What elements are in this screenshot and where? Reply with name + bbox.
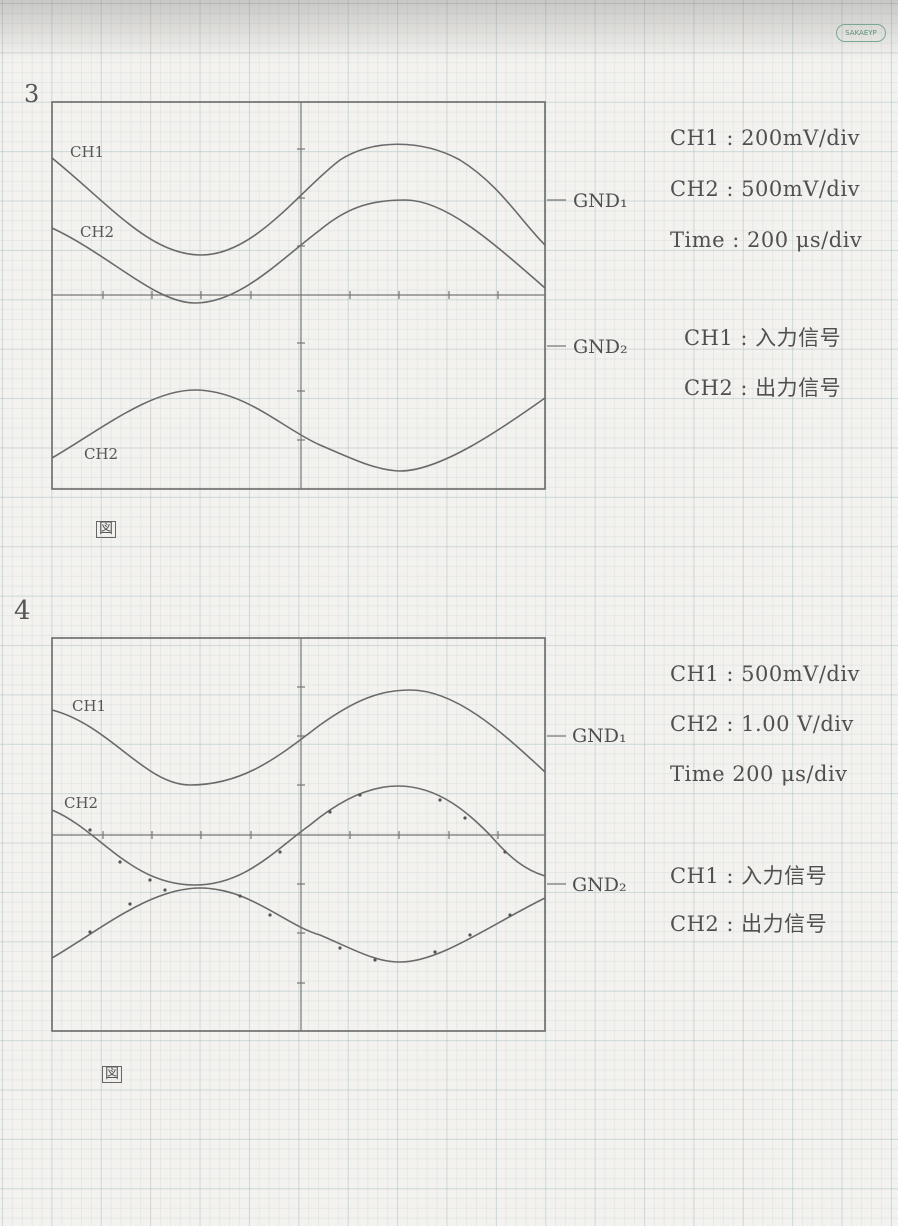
graph-3-ticks (102, 148, 499, 441)
graph-3-note-ch1-signal: CH1 : 入力信号 (684, 326, 842, 350)
graph-3-note-time-scale: Time : 200 μs/div (670, 228, 863, 252)
graph-3-ch2-upper-wave (51, 199, 546, 304)
graph-3-note-ch2-signal: CH2 : 出力信号 (684, 376, 842, 400)
graph-4-note-ch2-signal: CH2 : 出力信号 (670, 912, 828, 936)
graph-4-ch1-wave (51, 689, 546, 786)
graph-3-ch2-lower-wave (51, 389, 546, 472)
photo-shadow (0, 0, 898, 60)
graph-4-note-time-scale: Time 200 μs/div (670, 762, 848, 786)
graph-4: CH1 CH2 GND₁ GND₂ (51, 637, 627, 1032)
graph-3-note-ch2-scale: CH2 : 500mV/div (670, 177, 860, 201)
graph-4-gnd1-label: GND₁ (572, 725, 627, 747)
graph-4-ch2-label: CH2 (64, 794, 98, 812)
graph-3-ch1-wave (51, 143, 546, 256)
graph-3-ch2-lower-label: CH2 (84, 445, 118, 463)
graph-4-ch2-upper-wave (51, 785, 546, 886)
graph-number-3: 3 (24, 80, 40, 108)
graph-3-ch1-label: CH1 (70, 143, 104, 161)
graph-4-note-ch2-scale: CH2 : 1.00 V/div (670, 712, 854, 736)
graph-3-note-ch1-scale: CH1 : 200mV/div (670, 126, 860, 150)
graph-4-gnd2-label: GND₂ (572, 874, 627, 896)
graph-4-ticks (102, 686, 499, 984)
graph-3-ch2-upper-label: CH2 (80, 223, 114, 241)
brand-logo: SAKAEYP (836, 24, 886, 42)
graph-3-figure-mark: 図 (96, 521, 116, 538)
graph-4-ch1-label: CH1 (72, 697, 106, 715)
graph-number-4: 4 (14, 596, 31, 626)
graph-4-sample-dots (88, 793, 512, 962)
graph-3: CH1 CH2 CH2 GND₁ GND₂ (51, 101, 628, 490)
graph-4-ch2-lower-wave (51, 887, 546, 963)
graph-3-gnd2-label: GND₂ (573, 336, 628, 358)
graph-4-note-ch1-signal: CH1 : 入力信号 (670, 864, 828, 888)
graph-4-note-ch1-scale: CH1 : 500mV/div (670, 662, 860, 686)
graph-4-figure-mark: 図 (102, 1066, 122, 1083)
graph-3-gnd1-label: GND₁ (573, 190, 628, 212)
